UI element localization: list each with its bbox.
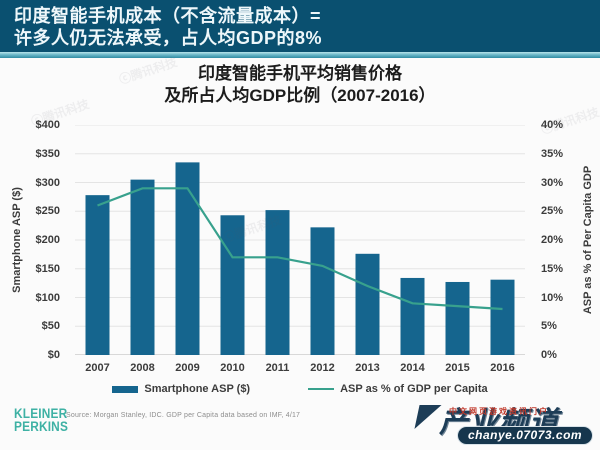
banner-stripe — [0, 52, 600, 58]
bar-2008 — [130, 179, 155, 355]
left-axis-tick: $300 — [35, 176, 60, 189]
legend-label-smartphone-asp: Smartphone ASP ($) — [144, 383, 251, 395]
x-axis-label-2008: 2008 — [130, 362, 155, 374]
chart-title-line-1: 印度智能手机平均销售价格 — [198, 64, 402, 83]
chart-title: 印度智能手机平均销售价格 及所占人均GDP比例（2007-2016） — [0, 63, 600, 107]
x-axis-label-2011: 2011 — [265, 362, 290, 374]
left-axis-tick: $350 — [35, 147, 60, 160]
x-axis-label-2007: 2007 — [85, 362, 110, 374]
right-axis-tick: 0% — [541, 349, 557, 361]
top-banner: 印度智能手机成本（不含流量成本）= 许多人仍无法承受，占人均GDP的8% — [0, 0, 600, 52]
right-axis-tick: 5% — [541, 320, 557, 333]
bar-2016 — [490, 279, 515, 355]
left-axis-tick: $100 — [35, 291, 60, 304]
left-axis-tick: $150 — [35, 262, 60, 275]
source-note: Source: Morgan Stanley, IDC. GDP per Cap… — [66, 412, 301, 419]
right-axis-tick: 20% — [541, 234, 564, 246]
bar-2015 — [445, 281, 470, 355]
right-axis-tick: 15% — [541, 262, 564, 275]
bar-2012 — [310, 227, 335, 355]
legend-item-smartphone-asp: Smartphone ASP ($) — [112, 383, 250, 395]
legend: Smartphone ASP ($) ASP as % of GDP per C… — [0, 383, 600, 395]
x-axis-label-2010: 2010 — [220, 362, 245, 374]
x-axis-label-2015: 2015 — [445, 362, 470, 374]
left-axis-tick: $0 — [47, 349, 60, 361]
right-axis-tick: 40% — [541, 119, 564, 131]
x-axis-label-2012: 2012 — [310, 362, 335, 374]
bar-2014 — [400, 277, 425, 355]
x-axis-label-2016: 2016 — [490, 362, 515, 374]
bar-2013 — [355, 253, 380, 355]
right-axis-tick: 25% — [541, 205, 564, 218]
chart-canvas — [75, 125, 525, 355]
bar-2009 — [175, 162, 200, 355]
watermark-flag-icon — [414, 405, 442, 429]
legend-line-swatch-icon — [308, 387, 335, 391]
x-axis-label-2009: 2009 — [175, 362, 200, 374]
watermark-logo: 产业频道 中文网页游戏资讯门户 chanye.07073.com — [414, 399, 600, 449]
right-axis-tick: 10% — [541, 291, 564, 304]
legend-bar-swatch-icon — [112, 385, 139, 393]
kleiner-perkins-logo: KLEINER PERKINS — [14, 406, 69, 434]
chart-title-line-2: 及所占人均GDP比例（2007-2016） — [164, 86, 436, 105]
x-axis-label-2014: 2014 — [400, 362, 425, 374]
banner-line-1: 印度智能手机成本（不含流量成本）= — [14, 6, 322, 26]
logo-line-1: KLEINER — [14, 406, 68, 421]
watermark-url: chanye.07073.com — [457, 426, 594, 445]
plot-area — [75, 125, 525, 355]
x-axis-label-2013: 2013 — [355, 362, 380, 374]
right-axis-tick: 35% — [541, 147, 564, 160]
left-axis-tick: $50 — [41, 320, 60, 333]
left-axis-tick: $200 — [35, 234, 60, 246]
right-axis-tick: 30% — [541, 176, 564, 189]
legend-item-asp-gdp: ASP as % of GDP per Capita — [308, 383, 488, 395]
bar-2007 — [85, 195, 110, 355]
bar-2010 — [220, 215, 245, 355]
left-axis-tick: $400 — [35, 119, 60, 131]
left-axis-tick: $250 — [35, 205, 60, 218]
bar-2011 — [265, 210, 290, 355]
logo-line-2: PERKINS — [14, 418, 69, 434]
legend-label-asp-gdp: ASP as % of GDP per Capita — [340, 383, 488, 395]
banner-line-2: 许多人仍无法承受，占人均GDP的8% — [14, 28, 323, 48]
asp-percent-gdp-line — [97, 187, 503, 311]
watermark-slogan: 中文网页游戏资讯门户 — [449, 407, 549, 416]
